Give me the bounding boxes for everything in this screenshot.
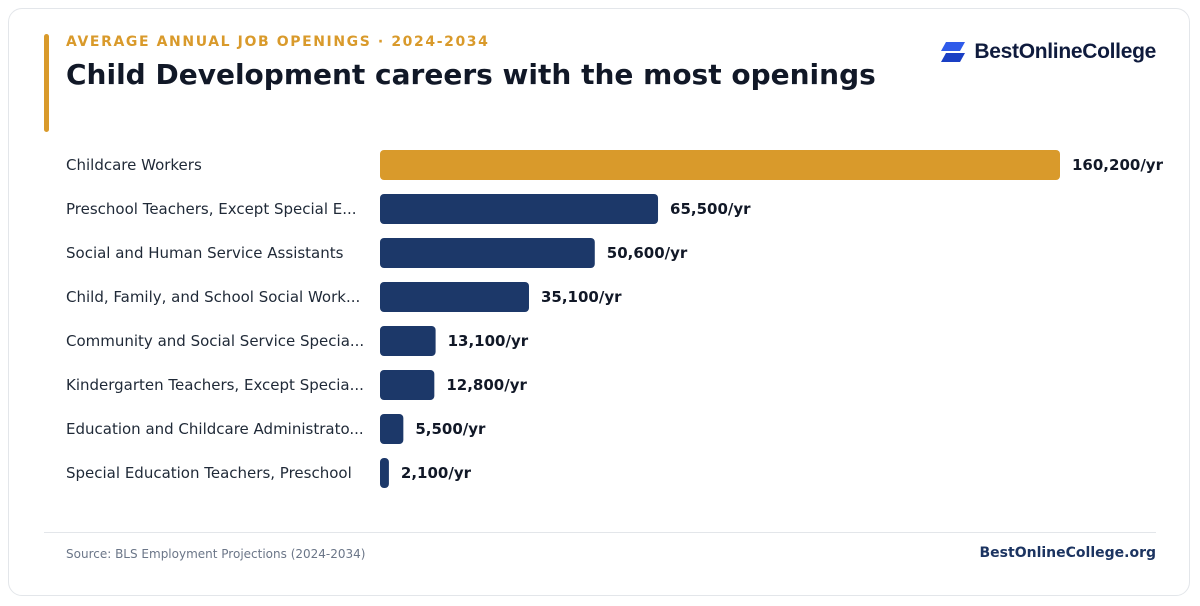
bar-value-label: 160,200/yr — [1072, 156, 1164, 174]
bar-value-label: 2,100/yr — [401, 464, 472, 482]
header-accent-bar — [44, 34, 49, 132]
bar-value-label: 13,100/yr — [448, 332, 529, 350]
chart-title: Child Development careers with the most … — [66, 58, 876, 91]
brand-logo-icon — [941, 42, 966, 62]
bar — [380, 326, 436, 356]
bar — [380, 282, 529, 312]
chart-card — [8, 8, 1190, 596]
bar-value-label: 50,600/yr — [607, 244, 688, 262]
category-label: Education and Childcare Administrato... — [66, 420, 364, 438]
source-note: Source: BLS Employment Projections (2024… — [66, 547, 366, 561]
bar — [380, 194, 659, 224]
bar — [380, 458, 389, 488]
category-label: Preschool Teachers, Except Special E... — [66, 200, 357, 218]
bar — [380, 238, 595, 268]
bar — [380, 150, 1060, 180]
bar — [380, 414, 404, 444]
footer-divider — [44, 532, 1156, 533]
category-label: Community and Social Service Specia... — [66, 332, 364, 350]
bar — [380, 370, 435, 400]
category-label: Child, Family, and School Social Work... — [66, 288, 360, 306]
bar-value-label: 12,800/yr — [446, 376, 527, 394]
bar-value-label: 35,100/yr — [541, 288, 622, 306]
chart-eyebrow: AVERAGE ANNUAL JOB OPENINGS · 2024-2034 — [66, 34, 490, 50]
bar-value-label: 5,500/yr — [415, 420, 486, 438]
category-label: Special Education Teachers, Preschool — [66, 464, 352, 482]
category-label: Social and Human Service Assistants — [66, 244, 344, 262]
footer-site-link[interactable]: BestOnlineCollege.org — [979, 545, 1156, 561]
brand-name: BestOnlineCollege — [974, 40, 1156, 63]
category-label: Childcare Workers — [66, 156, 202, 174]
brand-logo: BestOnlineCollege — [940, 40, 1156, 64]
bar-value-label: 65,500/yr — [670, 200, 751, 218]
category-label: Kindergarten Teachers, Except Specia... — [66, 376, 364, 394]
